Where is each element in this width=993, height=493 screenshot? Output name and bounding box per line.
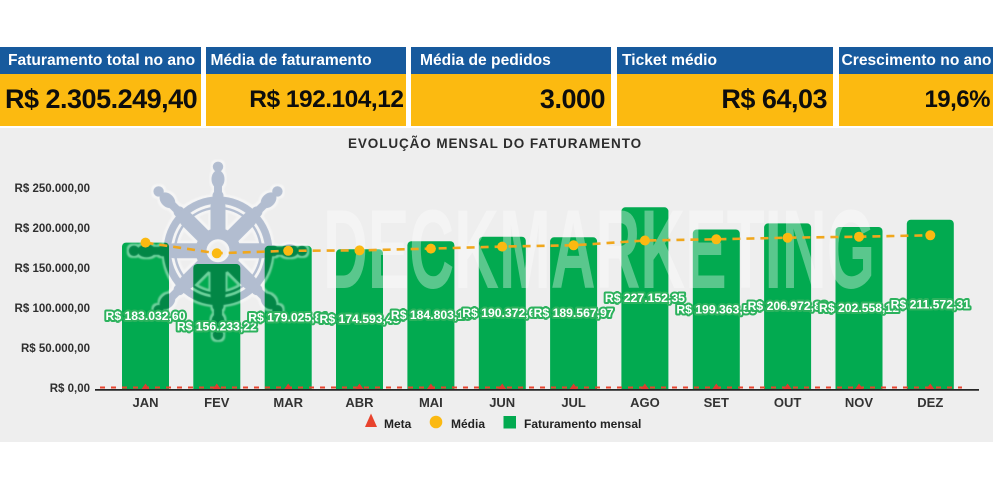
svg-text:R$ 179.025,81: R$ 179.025,81	[248, 310, 328, 324]
svg-text:R$ 184.803,18: R$ 184.803,18	[391, 308, 471, 322]
svg-text:MAI: MAI	[419, 395, 443, 410]
svg-text:R$ 227.152,35: R$ 227.152,35	[605, 291, 685, 305]
svg-text:R$ 250.000,00: R$ 250.000,00	[15, 183, 90, 195]
svg-text:Faturamento mensal: Faturamento mensal	[524, 417, 641, 431]
svg-text:R$ 50.000,00: R$ 50.000,00	[21, 343, 90, 355]
svg-text:AGO: AGO	[630, 395, 660, 410]
svg-text:R$ 206.972,88: R$ 206.972,88	[748, 299, 828, 313]
svg-text:R$ 156.233,22: R$ 156.233,22	[177, 320, 257, 334]
svg-text:R$ 0,00: R$ 0,00	[50, 383, 90, 395]
svg-text:R$ 100.000,00: R$ 100.000,00	[15, 303, 90, 315]
svg-text:R$ 190.372,64: R$ 190.372,64	[462, 306, 542, 320]
svg-text:JUN: JUN	[489, 395, 515, 410]
svg-text:MAR: MAR	[273, 395, 303, 410]
svg-text:OUT: OUT	[774, 395, 802, 410]
svg-text:FEV: FEV	[204, 395, 230, 410]
svg-text:R$ 199.363,50: R$ 199.363,50	[676, 302, 756, 316]
svg-text:JUL: JUL	[561, 395, 586, 410]
svg-text:DECKMARKETING: DECKMARKETING	[323, 187, 875, 312]
svg-text:Meta: Meta	[384, 417, 412, 431]
svg-text:DEZ: DEZ	[917, 395, 943, 410]
svg-text:R$ 211.572,31: R$ 211.572,31	[891, 297, 971, 311]
svg-text:ABR: ABR	[345, 395, 374, 410]
svg-text:R$ 200.000,00: R$ 200.000,00	[15, 223, 90, 235]
svg-text:R$ 183.032,60: R$ 183.032,60	[106, 309, 186, 323]
svg-text:R$ 174.593,45: R$ 174.593,45	[320, 312, 400, 326]
svg-text:EVOLUÇÃO MENSAL DO FATURAMENTO: EVOLUÇÃO MENSAL DO FATURAMENTO	[348, 136, 642, 151]
svg-text:SET: SET	[704, 395, 729, 410]
svg-text:NOV: NOV	[845, 395, 874, 410]
svg-text:R$ 189.567,97: R$ 189.567,97	[534, 306, 614, 320]
svg-text:Média: Média	[451, 417, 485, 431]
svg-text:R$ 202.558,12: R$ 202.558,12	[819, 301, 899, 315]
svg-text:R$ 150.000,00: R$ 150.000,00	[15, 263, 90, 275]
svg-text:JAN: JAN	[132, 395, 158, 410]
